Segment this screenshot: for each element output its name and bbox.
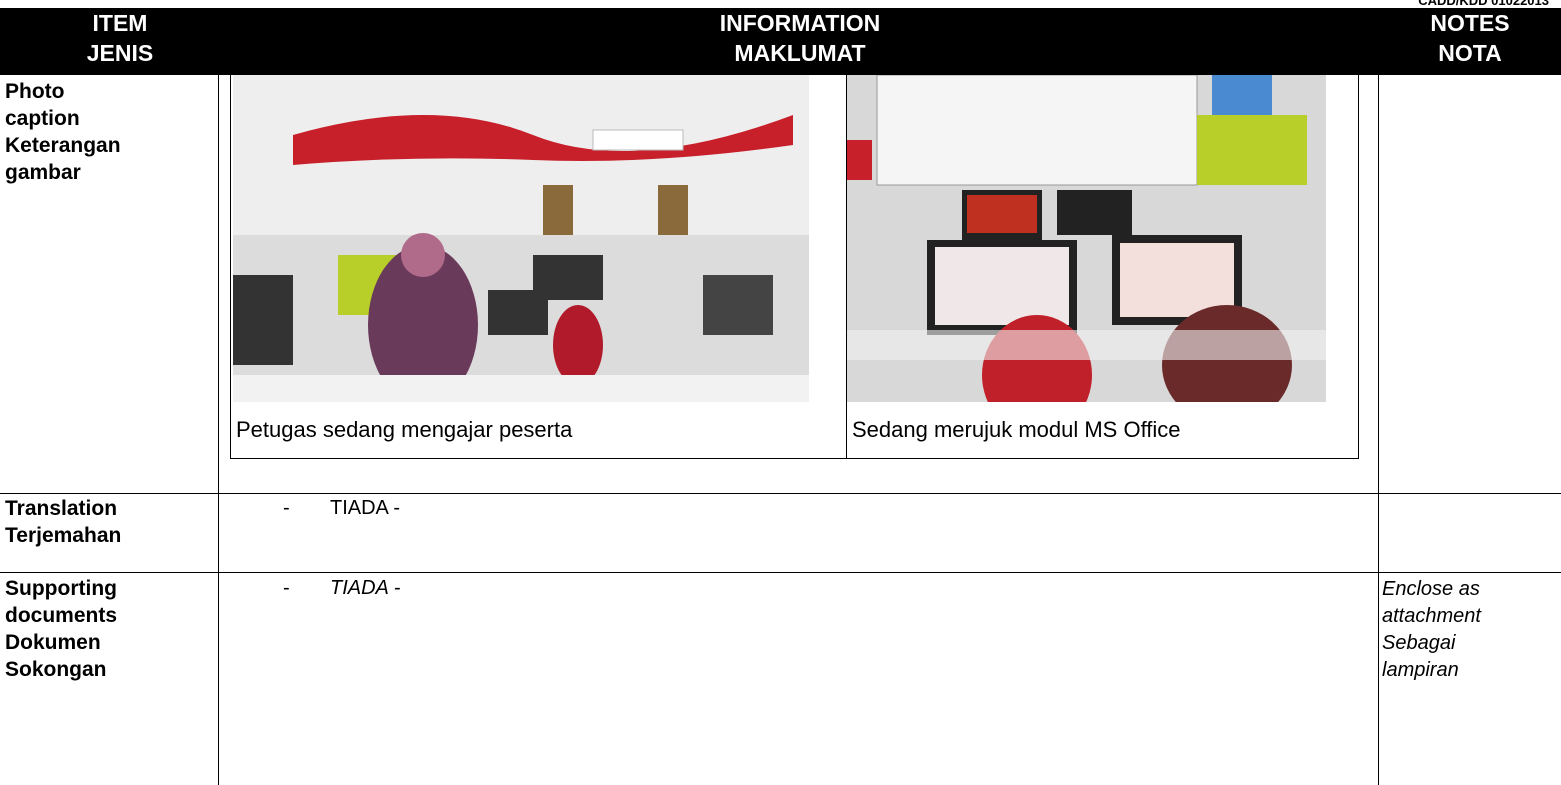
column-header: NOTES NOTA: [1380, 8, 1560, 68]
inner-border: [230, 75, 231, 458]
notes: Enclose as attachment Sebagai lampiran: [1382, 576, 1481, 684]
header-line: MAKLUMAT: [734, 40, 866, 66]
row-border: [0, 572, 1561, 573]
bullet: -: [283, 497, 290, 519]
header-line: NOTA: [1438, 40, 1502, 66]
inner-border: [846, 75, 847, 458]
header-line: NOTES: [1430, 10, 1510, 36]
item-line: Sokongan: [5, 658, 107, 681]
photo: [233, 75, 809, 402]
information-text: TIADA -: [330, 497, 401, 519]
item-line: Keterangan: [5, 134, 121, 157]
item-label: Translation Terjemahan: [5, 495, 121, 549]
photo-caption: Sedang merujuk modul MS Office: [852, 417, 1181, 442]
header-band: [0, 8, 1561, 75]
header-line: INFORMATION: [719, 10, 881, 36]
item-line: documents: [5, 604, 118, 627]
column-header: ITEM JENIS: [20, 8, 220, 68]
photo: [847, 75, 1326, 402]
item-label: Photo caption Keterangan gambar: [5, 78, 121, 186]
header-line: JENIS: [86, 40, 154, 66]
item-line: Dokumen: [5, 631, 101, 654]
row-border: [0, 493, 1561, 494]
inner-border: [230, 458, 1359, 459]
column-header: INFORMATION MAKLUMAT: [600, 8, 1000, 68]
column-border: [1378, 75, 1379, 785]
column-border: [218, 75, 219, 785]
item-label: Supporting documents Dokumen Sokongan: [5, 575, 117, 683]
inner-border: [1358, 75, 1359, 458]
document-code: CADD/KDD 01022013: [1418, 0, 1549, 8]
item-line: caption: [5, 107, 80, 130]
header-line: ITEM: [92, 10, 148, 36]
bullet: -: [283, 577, 290, 599]
item-line: gambar: [5, 161, 81, 184]
information-text: TIADA -: [330, 577, 401, 599]
item-line: Translation: [5, 497, 118, 520]
item-line: Terjemahan: [5, 524, 122, 547]
notes-line: Enclose as: [1382, 578, 1480, 600]
photo-caption: Petugas sedang mengajar peserta: [236, 417, 573, 442]
notes-line: attachment: [1382, 605, 1481, 627]
notes-line: Sebagai: [1382, 632, 1456, 654]
notes-line: lampiran: [1382, 659, 1459, 681]
item-line: Supporting: [5, 577, 117, 600]
item-line: Photo: [5, 80, 65, 103]
